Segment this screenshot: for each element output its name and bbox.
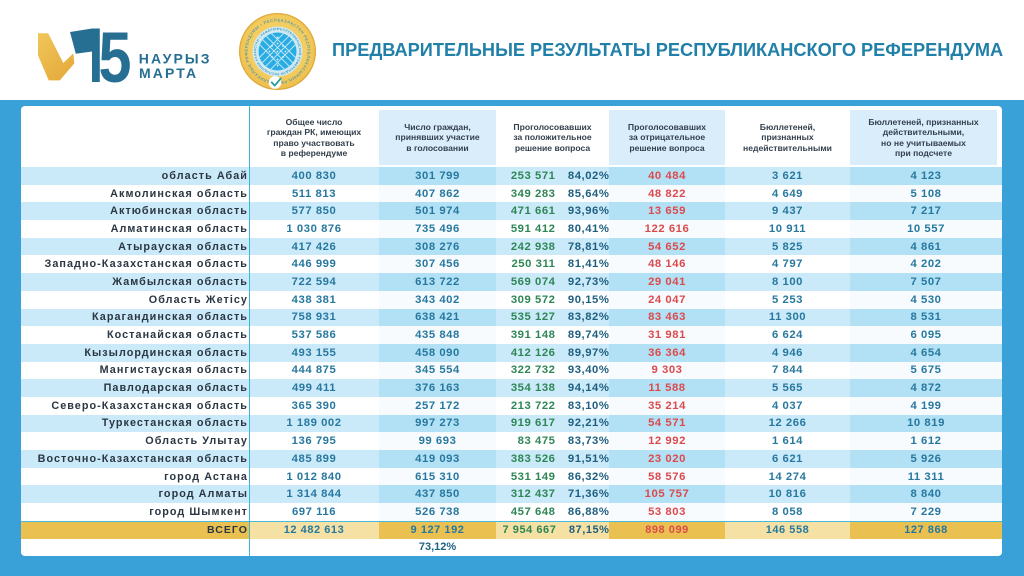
svg-text:НАУРЫЗ: НАУРЫЗ bbox=[139, 50, 212, 66]
svg-text:МАРТА: МАРТА bbox=[139, 65, 198, 81]
svg-text:5: 5 bbox=[99, 22, 132, 88]
